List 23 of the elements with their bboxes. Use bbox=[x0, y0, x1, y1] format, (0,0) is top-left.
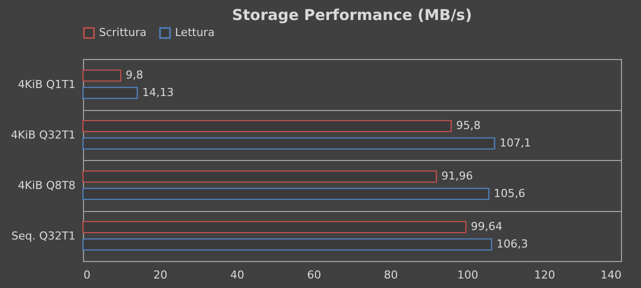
x-tick-label: 40 bbox=[230, 268, 244, 282]
y-tick-label: 4KiB Q1T1 bbox=[18, 78, 76, 91]
x-tick-label: 0 bbox=[84, 268, 90, 282]
data-label: 14,13 bbox=[142, 86, 174, 99]
y-tick-label: Seq. Q32T1 bbox=[11, 229, 76, 242]
x-tick-label: 120 bbox=[534, 268, 556, 282]
data-label: 95,8 bbox=[456, 119, 481, 132]
data-label: 107,1 bbox=[500, 136, 532, 150]
data-label: 99,64 bbox=[470, 220, 502, 234]
x-tick-label: 80 bbox=[384, 268, 398, 282]
data-label: 9,8 bbox=[126, 68, 144, 82]
chart-title: Storage Performance (MB/s) bbox=[232, 6, 472, 24]
data-label: 105,6 bbox=[494, 186, 526, 200]
data-label: 91,96 bbox=[441, 170, 473, 183]
data-label: 106,3 bbox=[496, 237, 528, 250]
y-tick-label: 4KiB Q8T8 bbox=[18, 178, 76, 192]
x-tick-label: 140 bbox=[600, 268, 622, 282]
y-tick-label: 4KiB Q32T1 bbox=[10, 128, 76, 142]
x-tick-label: 100 bbox=[457, 268, 478, 282]
legend-label: Scrittura bbox=[99, 26, 146, 39]
legend-label: Lettura bbox=[175, 26, 215, 39]
x-tick-label: 20 bbox=[153, 268, 168, 282]
x-tick-label: 60 bbox=[307, 268, 322, 282]
